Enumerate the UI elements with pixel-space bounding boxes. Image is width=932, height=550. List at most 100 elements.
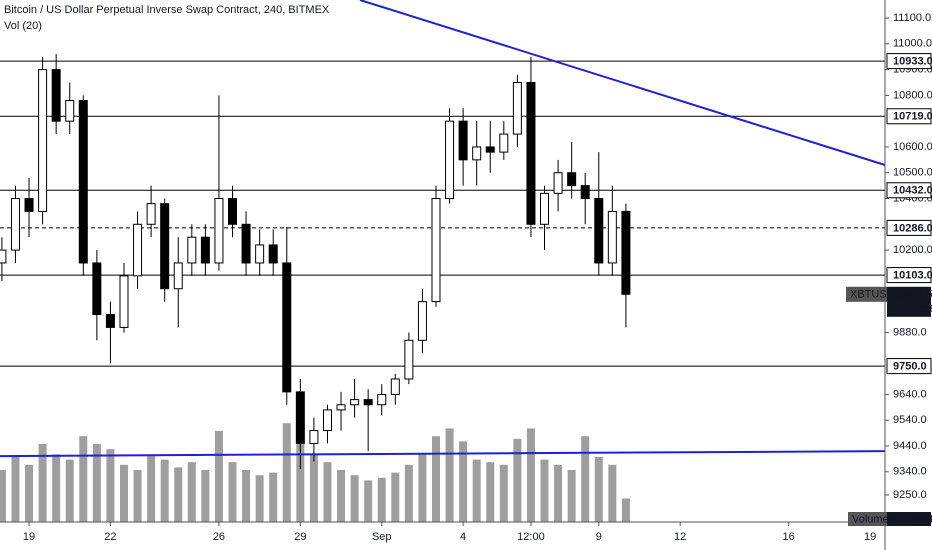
x-tick-label: 12:00	[517, 531, 545, 543]
volume-last-box	[887, 512, 931, 526]
candle-body	[38, 69, 48, 212]
candle-body	[92, 262, 102, 316]
candle-body	[105, 314, 115, 328]
level-label-box	[886, 182, 932, 199]
level-label-box	[886, 219, 932, 236]
candle-body	[458, 120, 468, 161]
volume-name: Volume	[852, 513, 889, 525]
symbol-label: XBTUSD	[850, 289, 895, 301]
volume-bar	[187, 462, 196, 522]
volume-bar	[201, 470, 210, 522]
candle-body	[472, 146, 482, 161]
volume-bar	[323, 462, 332, 522]
volume-bar	[38, 444, 47, 522]
volume-bar	[11, 457, 20, 522]
candle-body	[431, 198, 441, 303]
y-tick-label: 9540.0	[893, 414, 927, 426]
candle-body	[255, 244, 265, 264]
candle-body	[268, 244, 278, 264]
candle-body	[540, 192, 550, 225]
candle-body	[390, 378, 400, 395]
y-tick-label: 10200.0	[893, 244, 932, 256]
x-tick-label: 22	[104, 531, 116, 543]
volume-bar	[174, 467, 183, 522]
candle-body	[51, 69, 61, 122]
volume-bar	[214, 431, 223, 522]
candle-body	[499, 133, 509, 153]
level-label: 10103.0	[893, 269, 932, 281]
level-label: 10719.0	[893, 111, 932, 123]
volume-bar	[160, 459, 169, 522]
candle-body	[187, 236, 197, 264]
level-label: 9750.0	[893, 360, 927, 372]
volume-bar	[554, 464, 563, 522]
volume-bar	[364, 480, 373, 522]
volume-bar	[445, 428, 454, 522]
candle-body	[377, 393, 387, 406]
volume-bar	[309, 454, 318, 522]
symbol-label-box	[846, 286, 887, 302]
volume-bar	[486, 462, 495, 522]
y-tick-label: 10500.0	[893, 167, 932, 179]
candle-body	[309, 430, 319, 444]
y-tick-label: 11000.0	[893, 38, 932, 50]
candle-body	[173, 262, 183, 290]
y-tick-label: 9250.0	[893, 489, 927, 501]
candle-body	[10, 198, 20, 251]
volume-bar	[431, 436, 440, 522]
indicator-label: Vol (20)	[4, 20, 42, 32]
volume-bar	[337, 470, 346, 522]
candle-body	[336, 404, 346, 411]
level-label-box	[886, 267, 932, 284]
candle-body	[65, 100, 75, 122]
volume-bar	[459, 441, 468, 522]
x-tick-label: 26	[213, 531, 225, 543]
candle-body	[485, 146, 495, 153]
level-label-box	[886, 53, 932, 70]
candle-body	[350, 399, 360, 406]
volume-bar	[526, 428, 535, 522]
volume-name-box	[848, 512, 887, 526]
level-label-box	[886, 108, 932, 125]
x-tick-label: 19	[864, 531, 876, 543]
candle-body	[282, 262, 292, 393]
volume-bar	[404, 464, 413, 522]
volume-bar	[242, 470, 251, 522]
y-tick-label: 11100.0	[893, 12, 931, 24]
volume-bar	[567, 470, 576, 522]
candle-body	[119, 275, 129, 328]
volume-bar	[25, 464, 34, 522]
volume-bar	[350, 475, 359, 522]
y-tick-label: 9880.0	[893, 326, 927, 338]
volume-bar	[52, 454, 61, 522]
candle-body	[241, 223, 251, 264]
volume-bar	[0, 470, 6, 522]
x-tick-label: 4	[460, 531, 466, 543]
level-label: 10933.0	[893, 56, 932, 68]
candle-body	[553, 172, 563, 194]
trend-line	[0, 450, 886, 458]
volume-bar	[119, 464, 128, 522]
candle-body	[146, 203, 156, 225]
volume-bar	[282, 423, 291, 522]
x-tick-label: 12	[674, 531, 686, 543]
last-price-label: 10028.5	[893, 289, 932, 301]
volume-bar	[79, 436, 88, 522]
volume-last-label: 90.347M	[890, 513, 932, 525]
y-tick-label: 9340.0	[893, 466, 927, 478]
volume-bar	[296, 444, 305, 522]
volume-bar	[540, 459, 549, 522]
level-label: 10286.0	[893, 222, 932, 234]
candle-body	[417, 301, 427, 341]
volume-bar	[621, 498, 630, 522]
x-tick-label: 16	[783, 531, 795, 543]
candle-body	[567, 172, 577, 187]
y-tick-label: 10800.0	[893, 89, 932, 101]
plot	[0, 0, 886, 522]
volume-bar	[594, 457, 603, 522]
x-tick-label: 9	[596, 531, 602, 543]
volume-bar	[269, 472, 278, 522]
candle-body	[214, 198, 224, 264]
candle-body	[78, 100, 88, 264]
candle-body	[621, 210, 631, 295]
